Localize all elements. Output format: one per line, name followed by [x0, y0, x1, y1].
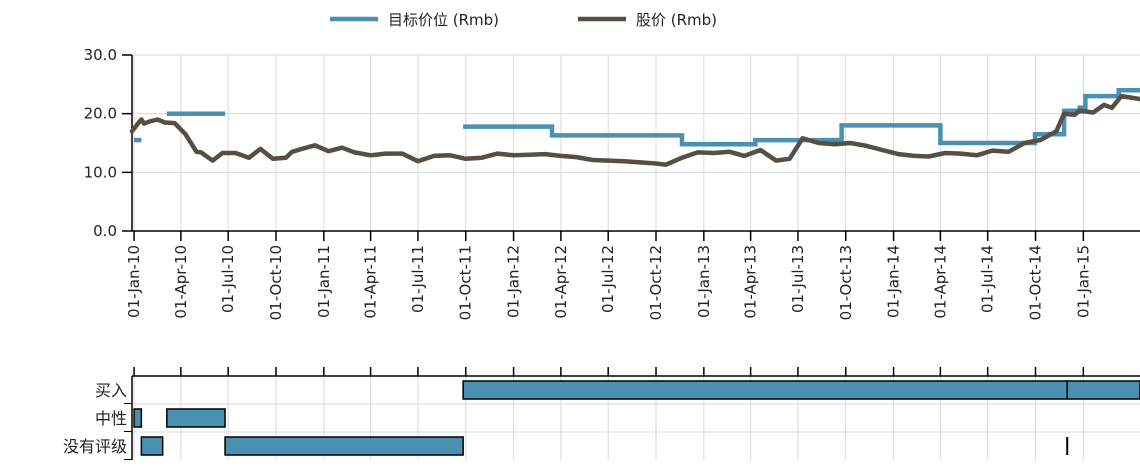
x-tick-label: 01-Jul-13 — [789, 245, 807, 313]
legend: 目标价位 (Rmb) 股价 (Rmb) — [330, 11, 717, 29]
legend-entry: 股价 (Rmb) — [636, 11, 717, 29]
x-axis: 01-Jan-10 01-Apr-10 01-Jul-10 01-Oct-10 01-J… — [125, 230, 1140, 320]
x-tick-label: 01-Oct-10 — [267, 245, 285, 320]
x-tick-label: 01-Apr-13 — [742, 245, 760, 319]
y-tick-label: 20.0 — [84, 105, 117, 123]
y-tick-label: 10.0 — [84, 163, 117, 181]
x-tick-label: 01-Jan-14 — [885, 245, 903, 318]
x-tick-label: 01-Jan-15 — [1074, 245, 1092, 318]
rating-bar — [1066, 380, 1140, 400]
target-price-line — [463, 87, 1140, 147]
y-tick-label: 30.0 — [84, 46, 117, 64]
x-tick-label: 01-Jul-10 — [219, 245, 237, 313]
x-tick-label: 01-Jul-12 — [599, 245, 617, 313]
y-tick-label: 0.0 — [93, 222, 117, 240]
x-tick-label: 01-Jul-14 — [979, 245, 997, 313]
rating-label: 买入 — [95, 381, 127, 400]
x-tick-label: 01-Oct-14 — [1027, 245, 1045, 320]
x-tick-label: 01-Jul-11 — [409, 245, 427, 313]
rating-label: 中性 — [95, 409, 127, 428]
y-axis: 0.0 10.0 20.0 30.0 — [84, 46, 133, 240]
x-tick-label: 01-Oct-12 — [647, 245, 665, 320]
rating-bar — [140, 436, 164, 456]
legend-entry: 目标价位 (Rmb) — [388, 11, 499, 29]
rating-bar — [224, 436, 464, 456]
x-tick-label: 01-Oct-13 — [837, 245, 855, 320]
rating-label: 没有评级 — [63, 437, 127, 456]
x-tick-label: 01-Jan-10 — [125, 245, 143, 318]
series-layer — [129, 87, 1140, 167]
x-tick-label: 01-Oct-11 — [457, 245, 475, 320]
stock-price-line — [129, 93, 1140, 167]
x-tick-label: 01-Apr-11 — [362, 245, 380, 319]
x-tick-label: 01-Apr-14 — [931, 245, 949, 319]
x-tick-label: 01-Jan-13 — [695, 245, 713, 318]
x-tick-label: 01-Jan-11 — [315, 245, 333, 318]
rating-bar — [166, 408, 226, 428]
rating-bar — [133, 408, 143, 428]
x-tick-label: 01-Apr-12 — [552, 245, 570, 319]
x-tick-label: 01-Jan-12 — [505, 245, 523, 318]
rating-bar — [462, 380, 1068, 400]
x-tick-label: 01-Apr-10 — [172, 245, 190, 319]
